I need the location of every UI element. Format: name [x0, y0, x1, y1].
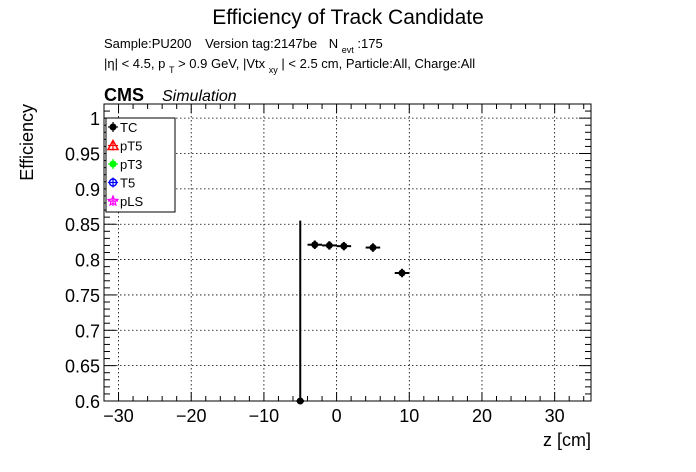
y-tick-label: 0.6 — [75, 392, 100, 412]
legend-label: TC — [120, 120, 137, 135]
open-triangle-icon — [106, 138, 120, 151]
y-tick-label: 0.95 — [65, 145, 100, 165]
subtitle-line-1: Sample:PU200 Version tag:2147be N evt :1… — [104, 36, 383, 56]
data-point — [369, 244, 377, 252]
legend-label: pT3 — [120, 157, 142, 172]
filled-circle-icon — [109, 160, 117, 168]
legend-label: T5 — [120, 176, 135, 191]
data-point — [325, 241, 333, 249]
y-gridlines — [104, 117, 591, 402]
data-point — [340, 242, 348, 250]
cuts-part-3: | < 2.5 cm, Particle:All, Charge:All — [281, 56, 475, 71]
x-tick-label: 30 — [545, 406, 565, 426]
y-axis-label: Efficiency — [17, 104, 37, 181]
y-tick-label: 0.65 — [65, 357, 100, 377]
cuts-sub-1: T — [169, 65, 175, 75]
x-tick-labels: −30 −20 −10 0 10 20 30 — [103, 406, 564, 426]
open-star-icon — [106, 194, 120, 207]
y-tick-label: 0.8 — [75, 251, 100, 271]
x-tick-label: 20 — [472, 406, 492, 426]
chart-title: Efficiency of Track Candidate — [212, 6, 484, 29]
cuts-part-2: > 0.9 GeV, |Vtx — [178, 56, 266, 71]
nevt-label: N — [329, 36, 338, 51]
legend-label: pT5 — [120, 139, 142, 154]
sample-label: Sample:PU200 — [104, 36, 191, 51]
plot-frame — [103, 103, 592, 402]
y-tick-labels: 0.6 0.65 0.7 0.75 0.8 0.85 0.9 0.95 1 — [65, 109, 100, 412]
nevt-subscript: evt — [342, 45, 355, 55]
x-tick-label: 10 — [399, 406, 419, 426]
legend: TC pT5 pT3 T5 pLS — [105, 117, 176, 213]
data-point — [296, 397, 304, 405]
subtitle-line-2: |η| < 4.5, p T > 0.9 GeV, |Vtx xy | < 2.… — [104, 56, 475, 76]
legend-box — [105, 117, 176, 213]
y-tick-label: 0.75 — [65, 286, 100, 306]
x-tick-label: 0 — [332, 406, 342, 426]
x-axis-label: z [cm] — [543, 430, 591, 450]
version-label: Version tag:2147be — [205, 36, 317, 51]
nevt-value: :175 — [357, 36, 382, 51]
cms-label: CMS — [104, 85, 144, 105]
legend-label: pLS — [120, 194, 143, 209]
x-tick-label: −30 — [103, 406, 134, 426]
cms-sublabel: Simulation — [162, 88, 237, 105]
x-gridlines — [118, 104, 556, 401]
tc-series — [296, 220, 410, 405]
data-point — [398, 269, 406, 277]
axis-ticks — [103, 104, 591, 402]
data-point — [311, 241, 319, 249]
y-tick-label: 1 — [90, 109, 100, 129]
filled-circle-icon — [109, 123, 117, 131]
x-tick-label: −10 — [249, 406, 280, 426]
y-tick-label: 0.9 — [75, 180, 100, 200]
y-tick-label: 0.7 — [75, 321, 100, 341]
cuts-part-1: |η| < 4.5, p — [104, 56, 165, 71]
cuts-sub-2: xy — [269, 65, 279, 75]
y-tick-label: 0.85 — [65, 215, 100, 235]
open-circle-icon — [108, 178, 118, 187]
x-tick-label: −20 — [176, 406, 207, 426]
